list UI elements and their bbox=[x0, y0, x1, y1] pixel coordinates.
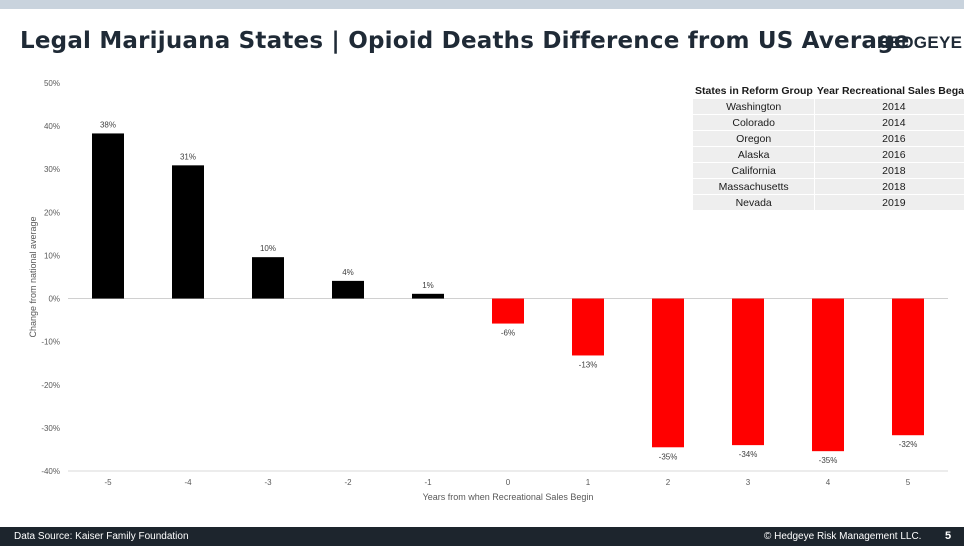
y-tick-label: -40% bbox=[41, 467, 60, 476]
x-tick-label: -5 bbox=[104, 478, 112, 487]
y-tick-label: -30% bbox=[41, 424, 60, 433]
year-cell: 2018 bbox=[814, 178, 964, 195]
state-cell: Oregon bbox=[693, 130, 816, 147]
column-header-year: Year Recreational Sales Began bbox=[814, 83, 964, 99]
state-cell: Alaska bbox=[693, 146, 816, 163]
bar-year-5 bbox=[892, 298, 924, 436]
bar-year--3 bbox=[252, 257, 284, 299]
reform-states-table: States in Reform Group Year Recreational… bbox=[693, 83, 964, 210]
year-cell: 2016 bbox=[814, 146, 964, 163]
data-label: -32% bbox=[899, 440, 918, 449]
year-cell: 2016 bbox=[814, 130, 964, 147]
table-row: California 2018 bbox=[693, 162, 964, 179]
table-row: Colorado 2014 bbox=[693, 114, 964, 131]
table-row: Washington 2014 bbox=[693, 98, 964, 115]
x-tick-label: 0 bbox=[506, 478, 511, 487]
bar-year--5 bbox=[92, 133, 124, 299]
table-header-row: States in Reform Group Year Recreational… bbox=[693, 83, 964, 99]
table-row: Nevada 2019 bbox=[693, 194, 964, 210]
data-label: 31% bbox=[180, 152, 196, 161]
column-header-state: States in Reform Group bbox=[693, 83, 815, 99]
state-cell: Massachusetts bbox=[693, 178, 816, 195]
state-cell: Nevada bbox=[693, 194, 816, 210]
y-tick-label: -20% bbox=[41, 381, 60, 390]
bar-year--2 bbox=[332, 280, 364, 299]
copyright-notice: © Hedgeye Risk Management LLC. bbox=[764, 531, 922, 542]
year-cell: 2014 bbox=[814, 98, 964, 115]
y-tick-label: -10% bbox=[41, 338, 60, 347]
y-tick-label: 30% bbox=[44, 165, 60, 174]
year-cell: 2018 bbox=[814, 162, 964, 179]
table-row: Massachusetts 2018 bbox=[693, 178, 964, 195]
data-label: 1% bbox=[422, 281, 434, 290]
x-tick-label: 4 bbox=[826, 478, 831, 487]
x-axis: -5 -4 -3 -2 -1 0 1 2 3 4 5 bbox=[104, 478, 910, 487]
y-axis: 50% 40% 30% 20% 10% 0% -10% -20% -30% -40% bbox=[41, 79, 60, 476]
x-tick-label: 5 bbox=[906, 478, 911, 487]
data-label: 10% bbox=[260, 244, 276, 253]
bar-year-3 bbox=[732, 298, 764, 446]
page-title: Legal Marijuana States | Opioid Deaths D… bbox=[20, 28, 910, 54]
x-tick-label: -3 bbox=[264, 478, 272, 487]
x-tick-label: 2 bbox=[666, 478, 671, 487]
footer-bar: Data Source: Kaiser Family Foundation © … bbox=[0, 527, 964, 546]
x-tick-label: 1 bbox=[586, 478, 591, 487]
bar-year-4 bbox=[812, 298, 844, 452]
x-axis-title: Years from when Recreational Sales Begin bbox=[423, 492, 594, 502]
bar-year-2 bbox=[652, 298, 684, 448]
year-cell: 2019 bbox=[814, 194, 964, 210]
bar-year-1 bbox=[572, 298, 604, 356]
data-source: Data Source: Kaiser Family Foundation bbox=[14, 531, 189, 542]
top-accent-band bbox=[0, 0, 964, 9]
bar-year--1 bbox=[412, 293, 444, 299]
state-cell: Colorado bbox=[693, 114, 816, 131]
data-label: -6% bbox=[501, 329, 515, 338]
table-row: Alaska 2016 bbox=[693, 146, 964, 163]
y-tick-label: 40% bbox=[44, 122, 60, 131]
x-tick-label: -1 bbox=[424, 478, 432, 487]
data-label: -13% bbox=[579, 360, 598, 369]
data-labels-group: 38% 31% 10% 4% 1% -6% -13% -35% -34% -35% -32% bbox=[100, 120, 917, 465]
y-tick-label: 10% bbox=[44, 251, 60, 260]
x-tick-label: -2 bbox=[344, 478, 352, 487]
page-number: 5 bbox=[945, 530, 952, 542]
data-label: -35% bbox=[659, 452, 678, 461]
state-cell: Washington bbox=[693, 98, 816, 115]
state-cell: California bbox=[693, 162, 816, 179]
table-row: Oregon 2016 bbox=[693, 130, 964, 147]
hedgeye-logo: HEDGEYE bbox=[877, 33, 963, 52]
bar-year-0 bbox=[492, 298, 524, 324]
y-tick-label: 20% bbox=[44, 208, 60, 217]
year-cell: 2014 bbox=[814, 114, 964, 131]
bars-group bbox=[92, 133, 924, 452]
data-label: 38% bbox=[100, 120, 116, 129]
bar-year--4 bbox=[172, 165, 204, 299]
x-tick-label: 3 bbox=[746, 478, 751, 487]
data-label: 4% bbox=[342, 268, 354, 277]
y-tick-label: 50% bbox=[44, 79, 60, 88]
x-tick-label: -4 bbox=[184, 478, 192, 487]
data-label: -34% bbox=[739, 450, 758, 459]
table-body: Washington 2014 Colorado 2014 Oregon 2016 Alas… bbox=[693, 98, 964, 210]
y-axis-title: Change from national average bbox=[28, 216, 38, 337]
data-label: -35% bbox=[819, 456, 838, 465]
y-tick-label: 0% bbox=[48, 295, 60, 304]
